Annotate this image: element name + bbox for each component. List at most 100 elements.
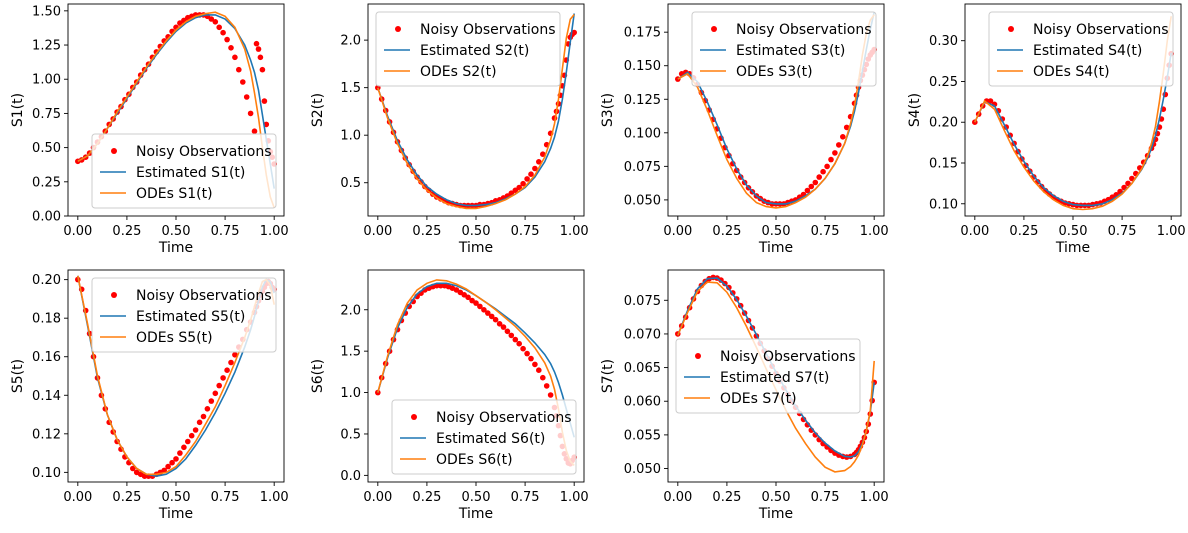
observation-point [224, 36, 230, 43]
observation-point [543, 383, 550, 389]
legend-box [391, 399, 577, 475]
observation-point [228, 45, 234, 51]
observation-point [485, 310, 491, 316]
observation-point [528, 355, 534, 362]
x-tick-label: 0.75 [811, 490, 840, 505]
observation-point [236, 66, 242, 73]
x-axis-label: Time [458, 506, 493, 522]
observation-point [247, 110, 254, 117]
legend-label: ODEs S5(t) [136, 330, 213, 346]
y-tick-label: 1.0 [340, 386, 361, 401]
observation-point [216, 382, 222, 389]
observation-point [524, 350, 530, 357]
y-tick-label: 0.20 [929, 116, 958, 131]
x-tick-label: 0.75 [1108, 224, 1137, 239]
x-tick-label: 1.00 [560, 490, 589, 505]
x-tick-label: 0.25 [112, 224, 141, 239]
x-tick-label: 0.00 [63, 224, 92, 239]
legend-marker [395, 26, 401, 32]
plot-area [75, 11, 278, 209]
y-tick-label: 0.075 [624, 294, 661, 309]
x-axis-label: Time [458, 240, 493, 256]
subplot-1: 0.00 0.25 0.50 0.75 1.00 0.00 0.25 0.50 0.75 1.00… [10, 3, 289, 256]
x-tick-label: 0.50 [162, 490, 191, 505]
observation-point [488, 313, 495, 320]
legend-label: Estimated S1(t) [136, 165, 245, 181]
observation-point [185, 438, 191, 445]
legend-label: ODEs S7(t) [720, 391, 797, 407]
x-axis-label: Time [158, 506, 193, 522]
x-tick-label: 1.00 [260, 490, 289, 505]
y-tick-label: 0.075 [624, 160, 661, 175]
x-tick-label: 0.75 [511, 490, 540, 505]
x-tick-label: 0.25 [412, 224, 441, 239]
observation-point [437, 282, 444, 289]
legend-box [988, 11, 1174, 87]
legend-box [91, 133, 277, 209]
legend-label: ODEs S1(t) [136, 186, 213, 202]
x-tick-label: 0.25 [712, 490, 741, 505]
x-tick-label: 0.25 [412, 490, 441, 505]
y-tick-label: 0.5 [340, 427, 361, 442]
y-tick-label: 1.5 [340, 345, 361, 360]
observation-point [540, 374, 546, 381]
legend-marker [411, 414, 417, 420]
subplot-7: 0.00 0.25 0.50 0.75 1.00 0.050 0.055 0.060 0.065… [600, 269, 889, 522]
x-tick-label: 0.00 [363, 224, 392, 239]
observation-point [508, 332, 515, 339]
y-tick-label: 1.0 [340, 129, 361, 144]
y-axis-label: S1(t) [10, 93, 26, 127]
y-tick-label: 0.25 [929, 75, 958, 90]
y-axis-label: S2(t) [310, 93, 326, 127]
odes-line [377, 13, 575, 210]
observation-point [540, 151, 546, 157]
observation-point [812, 179, 819, 186]
legend: Noisy Observations Estimated S7(t) ODEs S7… [675, 338, 861, 414]
y-tick-label: 2.0 [340, 303, 361, 318]
observation-point [212, 390, 219, 397]
y-tick-label: 0.50 [32, 141, 61, 156]
observation-point [216, 24, 222, 31]
observation-point [836, 142, 842, 148]
y-tick-label: 0.12 [32, 427, 61, 442]
x-tick-label: 1.00 [560, 224, 589, 239]
y-tick-label: 1.00 [32, 73, 61, 88]
observation-point [500, 324, 507, 330]
observation-point [232, 54, 238, 61]
y-tick-label: 0.0 [340, 469, 361, 484]
odes-line [677, 281, 875, 473]
observation-point [177, 450, 183, 456]
legend-box [91, 277, 277, 353]
y-tick-label: 0.00 [32, 210, 61, 225]
observation-point [843, 124, 850, 131]
observation-point [243, 94, 250, 100]
legend-label: Estimated S7(t) [720, 370, 829, 386]
x-tick-label: 0.25 [712, 224, 741, 239]
y-tick-label: 0.100 [624, 126, 661, 141]
legend-label: Noisy Observations [136, 288, 272, 304]
legend-marker [1008, 26, 1014, 32]
observation-point [547, 392, 554, 398]
x-tick-label: 0.75 [211, 224, 240, 239]
legend-box [375, 11, 561, 87]
y-tick-label: 0.25 [32, 175, 61, 190]
observation-point [204, 406, 211, 412]
x-tick-label: 0.00 [960, 224, 989, 239]
legend-label: Estimated S2(t) [420, 43, 529, 59]
observation-point [208, 16, 215, 22]
subplot-4: 0.00 0.25 0.50 0.75 1.00 0.10 0.15 0.20 0.25 0.30… [907, 3, 1186, 256]
x-tick-label: 0.50 [1059, 224, 1088, 239]
observation-point [481, 307, 487, 313]
x-tick-label: 1.00 [1157, 224, 1186, 239]
observation-point [516, 184, 522, 191]
observation-point [512, 336, 519, 343]
observation-point [257, 54, 264, 61]
y-tick-label: 0.150 [624, 59, 661, 74]
x-axis-label: Time [1055, 240, 1090, 256]
y-tick-label: 0.125 [624, 93, 661, 108]
subplot-3: 0.00 0.25 0.50 0.75 1.00 0.050 0.075 0.100 0.125… [600, 3, 889, 256]
legend-label: Noisy Observations [136, 144, 272, 160]
legend: Noisy Observations Estimated S4(t) ODEs S4… [988, 11, 1174, 87]
observation-point [251, 128, 258, 134]
legend-label: Noisy Observations [720, 349, 856, 365]
